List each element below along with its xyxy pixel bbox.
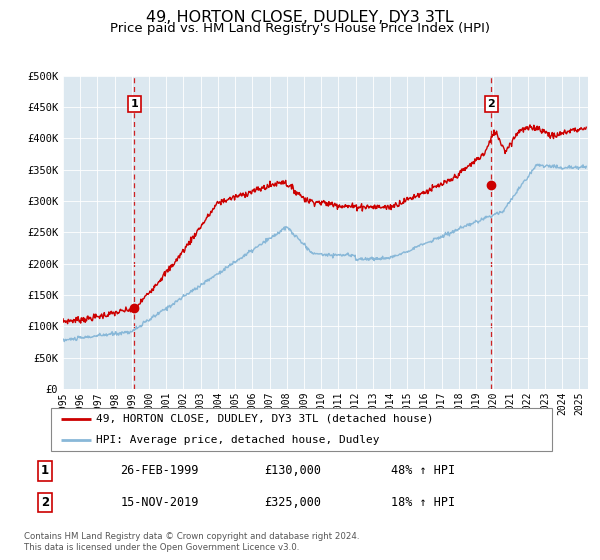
FancyBboxPatch shape [50,408,553,451]
Text: This data is licensed under the Open Government Licence v3.0.: This data is licensed under the Open Gov… [24,543,299,552]
Text: 1: 1 [41,464,49,478]
Text: 49, HORTON CLOSE, DUDLEY, DY3 3TL (detached house): 49, HORTON CLOSE, DUDLEY, DY3 3TL (detac… [96,414,434,424]
Text: 18% ↑ HPI: 18% ↑ HPI [391,496,455,509]
Text: 1: 1 [131,99,139,109]
Text: 15-NOV-2019: 15-NOV-2019 [121,496,199,509]
Text: 49, HORTON CLOSE, DUDLEY, DY3 3TL: 49, HORTON CLOSE, DUDLEY, DY3 3TL [146,10,454,25]
Text: 2: 2 [487,99,495,109]
Text: 2: 2 [41,496,49,509]
Text: 26-FEB-1999: 26-FEB-1999 [121,464,199,478]
Text: Price paid vs. HM Land Registry's House Price Index (HPI): Price paid vs. HM Land Registry's House … [110,22,490,35]
Text: HPI: Average price, detached house, Dudley: HPI: Average price, detached house, Dudl… [96,435,380,445]
Text: £130,000: £130,000 [264,464,321,478]
Text: Contains HM Land Registry data © Crown copyright and database right 2024.: Contains HM Land Registry data © Crown c… [24,532,359,541]
Text: £325,000: £325,000 [264,496,321,509]
Text: 48% ↑ HPI: 48% ↑ HPI [391,464,455,478]
